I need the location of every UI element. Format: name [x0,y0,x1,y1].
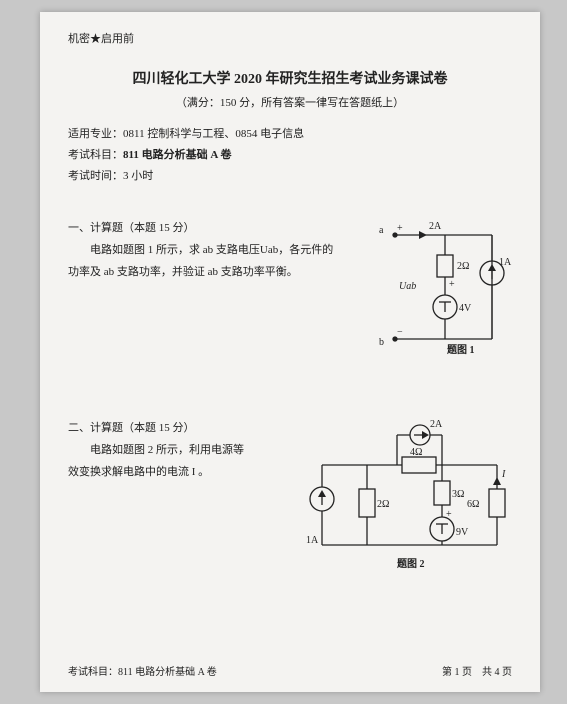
question-1-head: 一、计算题（本题 15 分） [68,217,355,239]
meta-duration-value: 3 小时 [123,170,153,182]
footer-total: 4 [495,667,500,678]
circuit-diagram-2: 2A 4Ω 2Ω 3Ω 6Ω 9V + 1A I 题图 2 [302,417,512,577]
exam-page: 机密★启用前 四川轻化工大学 2020 年研究生招生考试业务课试卷 （满分：15… [40,12,540,692]
page-footer: 考试科目：811 电路分析基础 A 卷 第 1 页 共 4 页 [68,663,512,678]
question-1-body2: 功率及 ab 支路功率，并验证 ab 支路功率平衡。 [68,261,355,283]
question-1: 一、计算题（本题 15 分） 电路如题图 1 所示，求 ab 支路电压Uab，各… [68,217,512,357]
question-1-body1: 电路如题图 1 所示，求 ab 支路电压Uab，各元件的 [68,239,355,261]
meta-subject: 考试科目：811 电路分析基础 A 卷 [68,145,512,166]
circuit-diagram-1: a + 2A 1A 2Ω + 4V Uab − b 题图 1 [367,217,512,357]
label2-4ohm: 4Ω [410,447,422,458]
question-2: 二、计算题（本题 15 分） 电路如题图 2 所示，利用电源等 效变换求解电路中… [68,417,512,577]
footer-page: 1 [455,667,460,678]
meta-subject-value: 811 电路分析基础 A 卷 [123,149,231,161]
label-2ohm: 2Ω [457,261,469,272]
label-2a: 2A [429,221,442,232]
confidential-label: 机密★启用前 [68,30,512,46]
question-1-text: 一、计算题（本题 15 分） 电路如题图 1 所示，求 ab 支路电压Uab，各… [68,217,355,357]
page-title: 四川轻化工大学 2020 年研究生招生考试业务课试卷 [68,68,512,88]
question-2-text: 二、计算题（本题 15 分） 电路如题图 2 所示，利用电源等 效变换求解电路中… [68,417,290,577]
label-b: b [379,337,384,348]
page-subtitle: （满分：150 分，所有答案一律写在答题纸上） [68,94,512,110]
meta-duration-label: 考试时间： [68,170,123,182]
label-minus1: − [397,327,403,338]
label2-2ohm: 2Ω [377,499,389,510]
label2-1a: 1A [306,535,319,546]
footer-prefix: 第 [442,667,452,678]
diagram-1: a + 2A 1A 2Ω + 4V Uab − b 题图 1 [367,217,512,357]
label2-9v: 9V [456,527,469,538]
meta-major-value: 0811 控制科学与工程、0854 电子信息 [123,128,304,140]
question-2-body2: 效变换求解电路中的电流 I 。 [68,461,290,483]
label2-6ohm: 6Ω [467,499,479,510]
label-1a: 1A [499,257,512,268]
meta-block: 适用专业：0811 控制科学与工程、0854 电子信息 考试科目：811 电路分… [68,124,512,187]
caption-2: 题图 2 [397,558,425,570]
label2-2a: 2A [430,419,443,430]
label2-3ohm: 3Ω [452,489,464,500]
footer-right: 第 1 页 共 4 页 [442,663,512,678]
meta-duration: 考试时间：3 小时 [68,166,512,187]
label-a: a [379,225,384,236]
label2-plus: + [446,509,452,520]
question-2-head: 二、计算题（本题 15 分） [68,417,290,439]
label-plus1: + [397,223,403,234]
label-4v: 4V [459,303,472,314]
label-plus2: + [449,279,455,290]
label-uab: Uab [399,281,416,292]
footer-left: 考试科目：811 电路分析基础 A 卷 [68,663,217,678]
meta-subject-label: 考试科目： [68,149,123,161]
question-2-body1: 电路如题图 2 所示，利用电源等 [68,439,290,461]
caption-1: 题图 1 [447,344,475,356]
footer-mid: 页 共 [462,667,492,678]
meta-major: 适用专业：0811 控制科学与工程、0854 电子信息 [68,124,512,145]
footer-suffix: 页 [502,667,512,678]
diagram-2: 2A 4Ω 2Ω 3Ω 6Ω 9V + 1A I 题图 2 [302,417,512,577]
label2-i: I [501,469,506,480]
meta-major-label: 适用专业： [68,128,123,140]
